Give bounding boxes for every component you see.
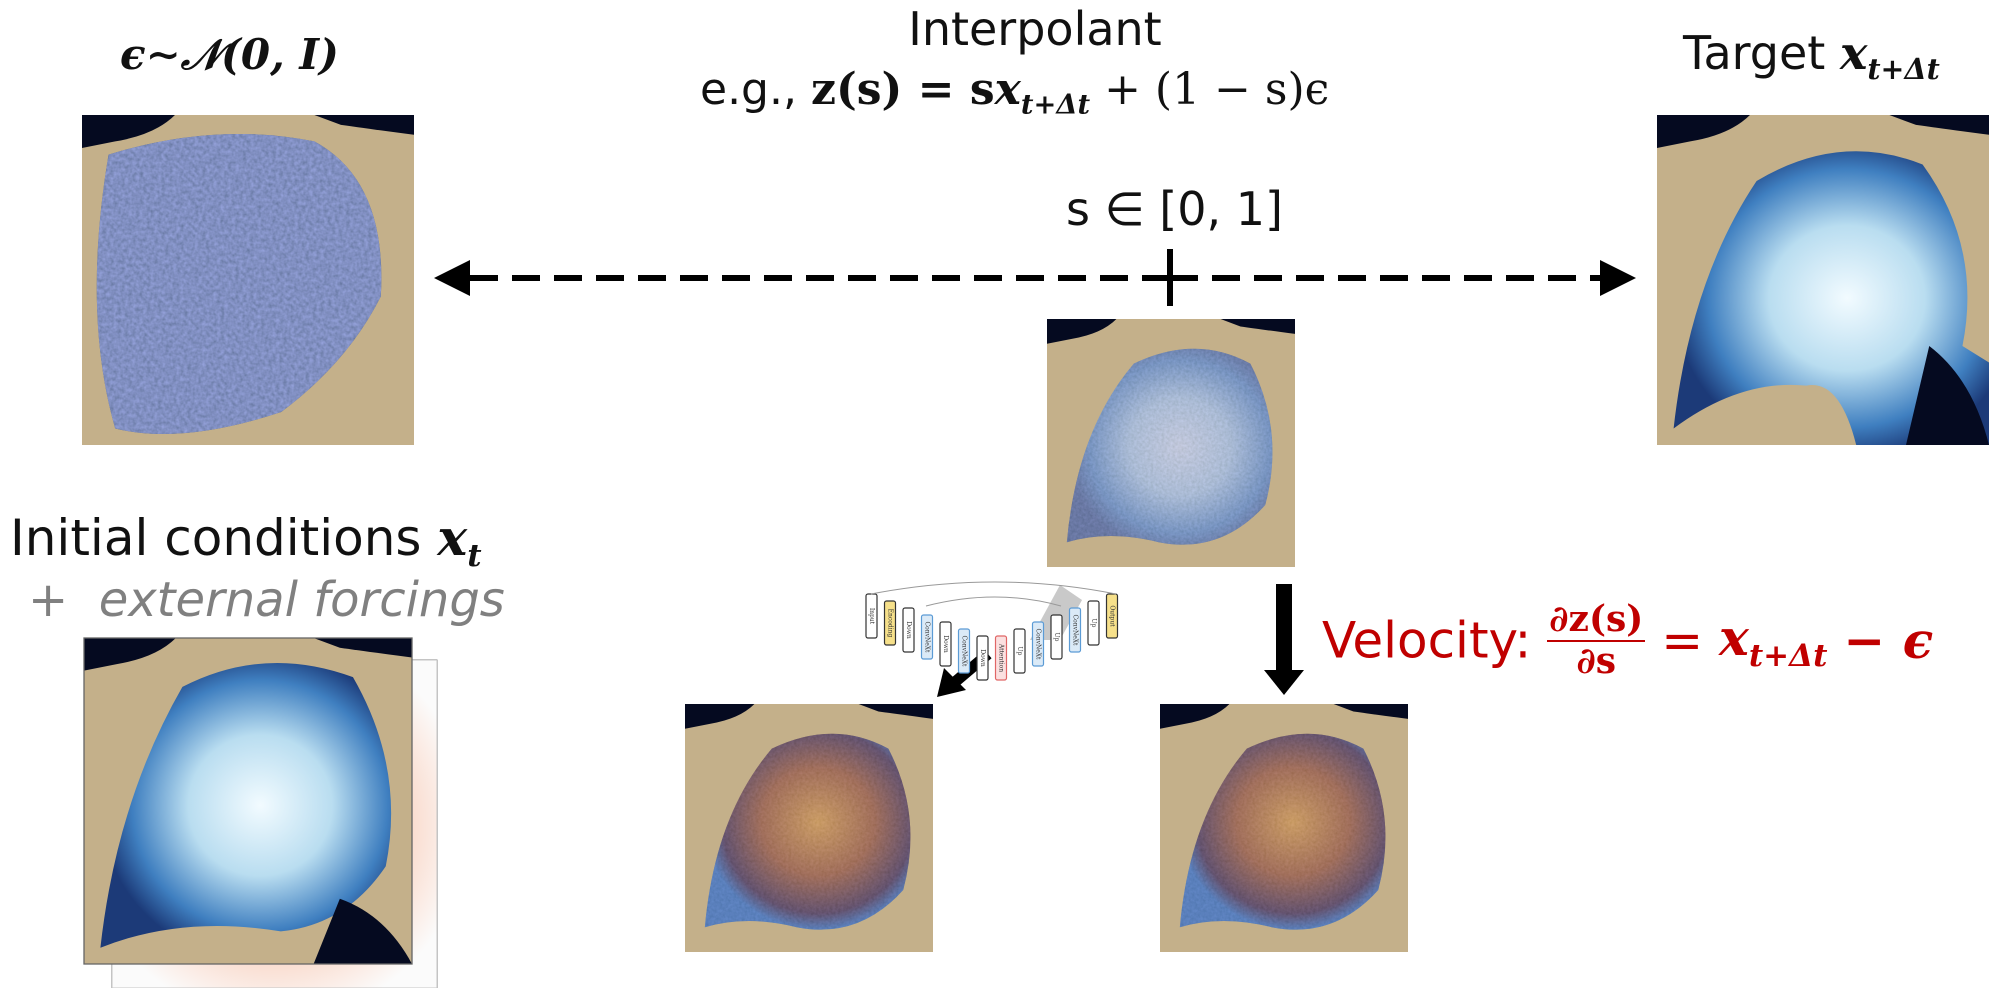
text: = bbox=[1661, 612, 1703, 670]
unet-block-label: Up bbox=[1016, 647, 1023, 656]
text: Target bbox=[1683, 26, 1825, 80]
symbol: x bbox=[1719, 608, 1749, 667]
unet-block-label: ConvNeXt bbox=[924, 622, 931, 654]
unet-block-label: Encoding bbox=[887, 609, 894, 638]
down-arrow-head bbox=[1264, 670, 1304, 695]
text: + bbox=[28, 572, 68, 628]
text: + (1 − s)ϵ bbox=[1104, 64, 1329, 115]
text: Velocity: bbox=[1322, 612, 1531, 670]
skip-connection bbox=[871, 582, 1116, 594]
target-image bbox=[1657, 115, 1989, 445]
unet-block-label: Attention bbox=[998, 643, 1005, 672]
predicted-velocity-image bbox=[685, 704, 933, 952]
unet-block-label: ConvNeXt bbox=[961, 636, 968, 668]
unet-block-label: Up bbox=[1090, 619, 1097, 628]
unet-block-label: Down bbox=[979, 649, 986, 667]
unet: Input Encoding Down ConvNeXt Down ConvNeXt Dow… bbox=[866, 582, 1118, 680]
velocity-label: Velocity: ∂z(s)∂s = xt+Δt − ϵ bbox=[1322, 600, 1933, 681]
text: z(s) = s bbox=[811, 64, 995, 115]
text: Initial conditions bbox=[10, 509, 421, 567]
canvas: Input Encoding Down ConvNeXt Down ConvNeXt Dow… bbox=[0, 0, 1999, 988]
symbol: x bbox=[995, 64, 1021, 115]
interpolant-formula: e.g., z(s) = sxt+Δt + (1 − s)ϵ bbox=[700, 64, 1329, 121]
unet-block-label: Input bbox=[868, 608, 875, 625]
text: e.g., bbox=[700, 64, 797, 115]
text: external forcings bbox=[99, 572, 505, 628]
unet-block-label: Output bbox=[1109, 605, 1116, 627]
skip-connection bbox=[926, 597, 1061, 606]
text: − ϵ bbox=[1843, 611, 1933, 670]
unet-block-label: ConvNeXt bbox=[1072, 615, 1079, 647]
symbol: x bbox=[1840, 26, 1867, 80]
initial-image bbox=[84, 638, 412, 964]
initial-label: Initial conditions xt bbox=[10, 508, 482, 574]
interpolated-image bbox=[1047, 319, 1295, 567]
fraction: ∂z(s)∂s bbox=[1547, 600, 1645, 681]
unet-block-label: Down bbox=[942, 635, 949, 653]
subscript: t+Δt bbox=[1749, 638, 1828, 674]
target-label: Target xt+Δt bbox=[1683, 26, 1940, 86]
subscript: t bbox=[467, 538, 481, 574]
noise-image bbox=[82, 115, 414, 445]
subscript: t+Δt bbox=[1021, 89, 1090, 121]
diagram: Input Encoding Down ConvNeXt Down ConvNeXt Dow… bbox=[0, 0, 1999, 988]
s-range: s ∈ [0, 1] bbox=[1066, 182, 1283, 236]
denominator: ∂s bbox=[1577, 642, 1617, 682]
unet-block-label: Down bbox=[905, 621, 912, 639]
unet-block-label: ConvNeXt bbox=[1035, 629, 1042, 661]
numerator: ∂z(s) bbox=[1547, 600, 1645, 642]
forcings-label: + external forcings bbox=[28, 572, 505, 628]
unet-block-label: Up bbox=[1053, 633, 1060, 642]
symbol: x bbox=[437, 508, 467, 567]
true-velocity-image bbox=[1160, 704, 1408, 952]
subscript: t+Δt bbox=[1867, 52, 1939, 86]
